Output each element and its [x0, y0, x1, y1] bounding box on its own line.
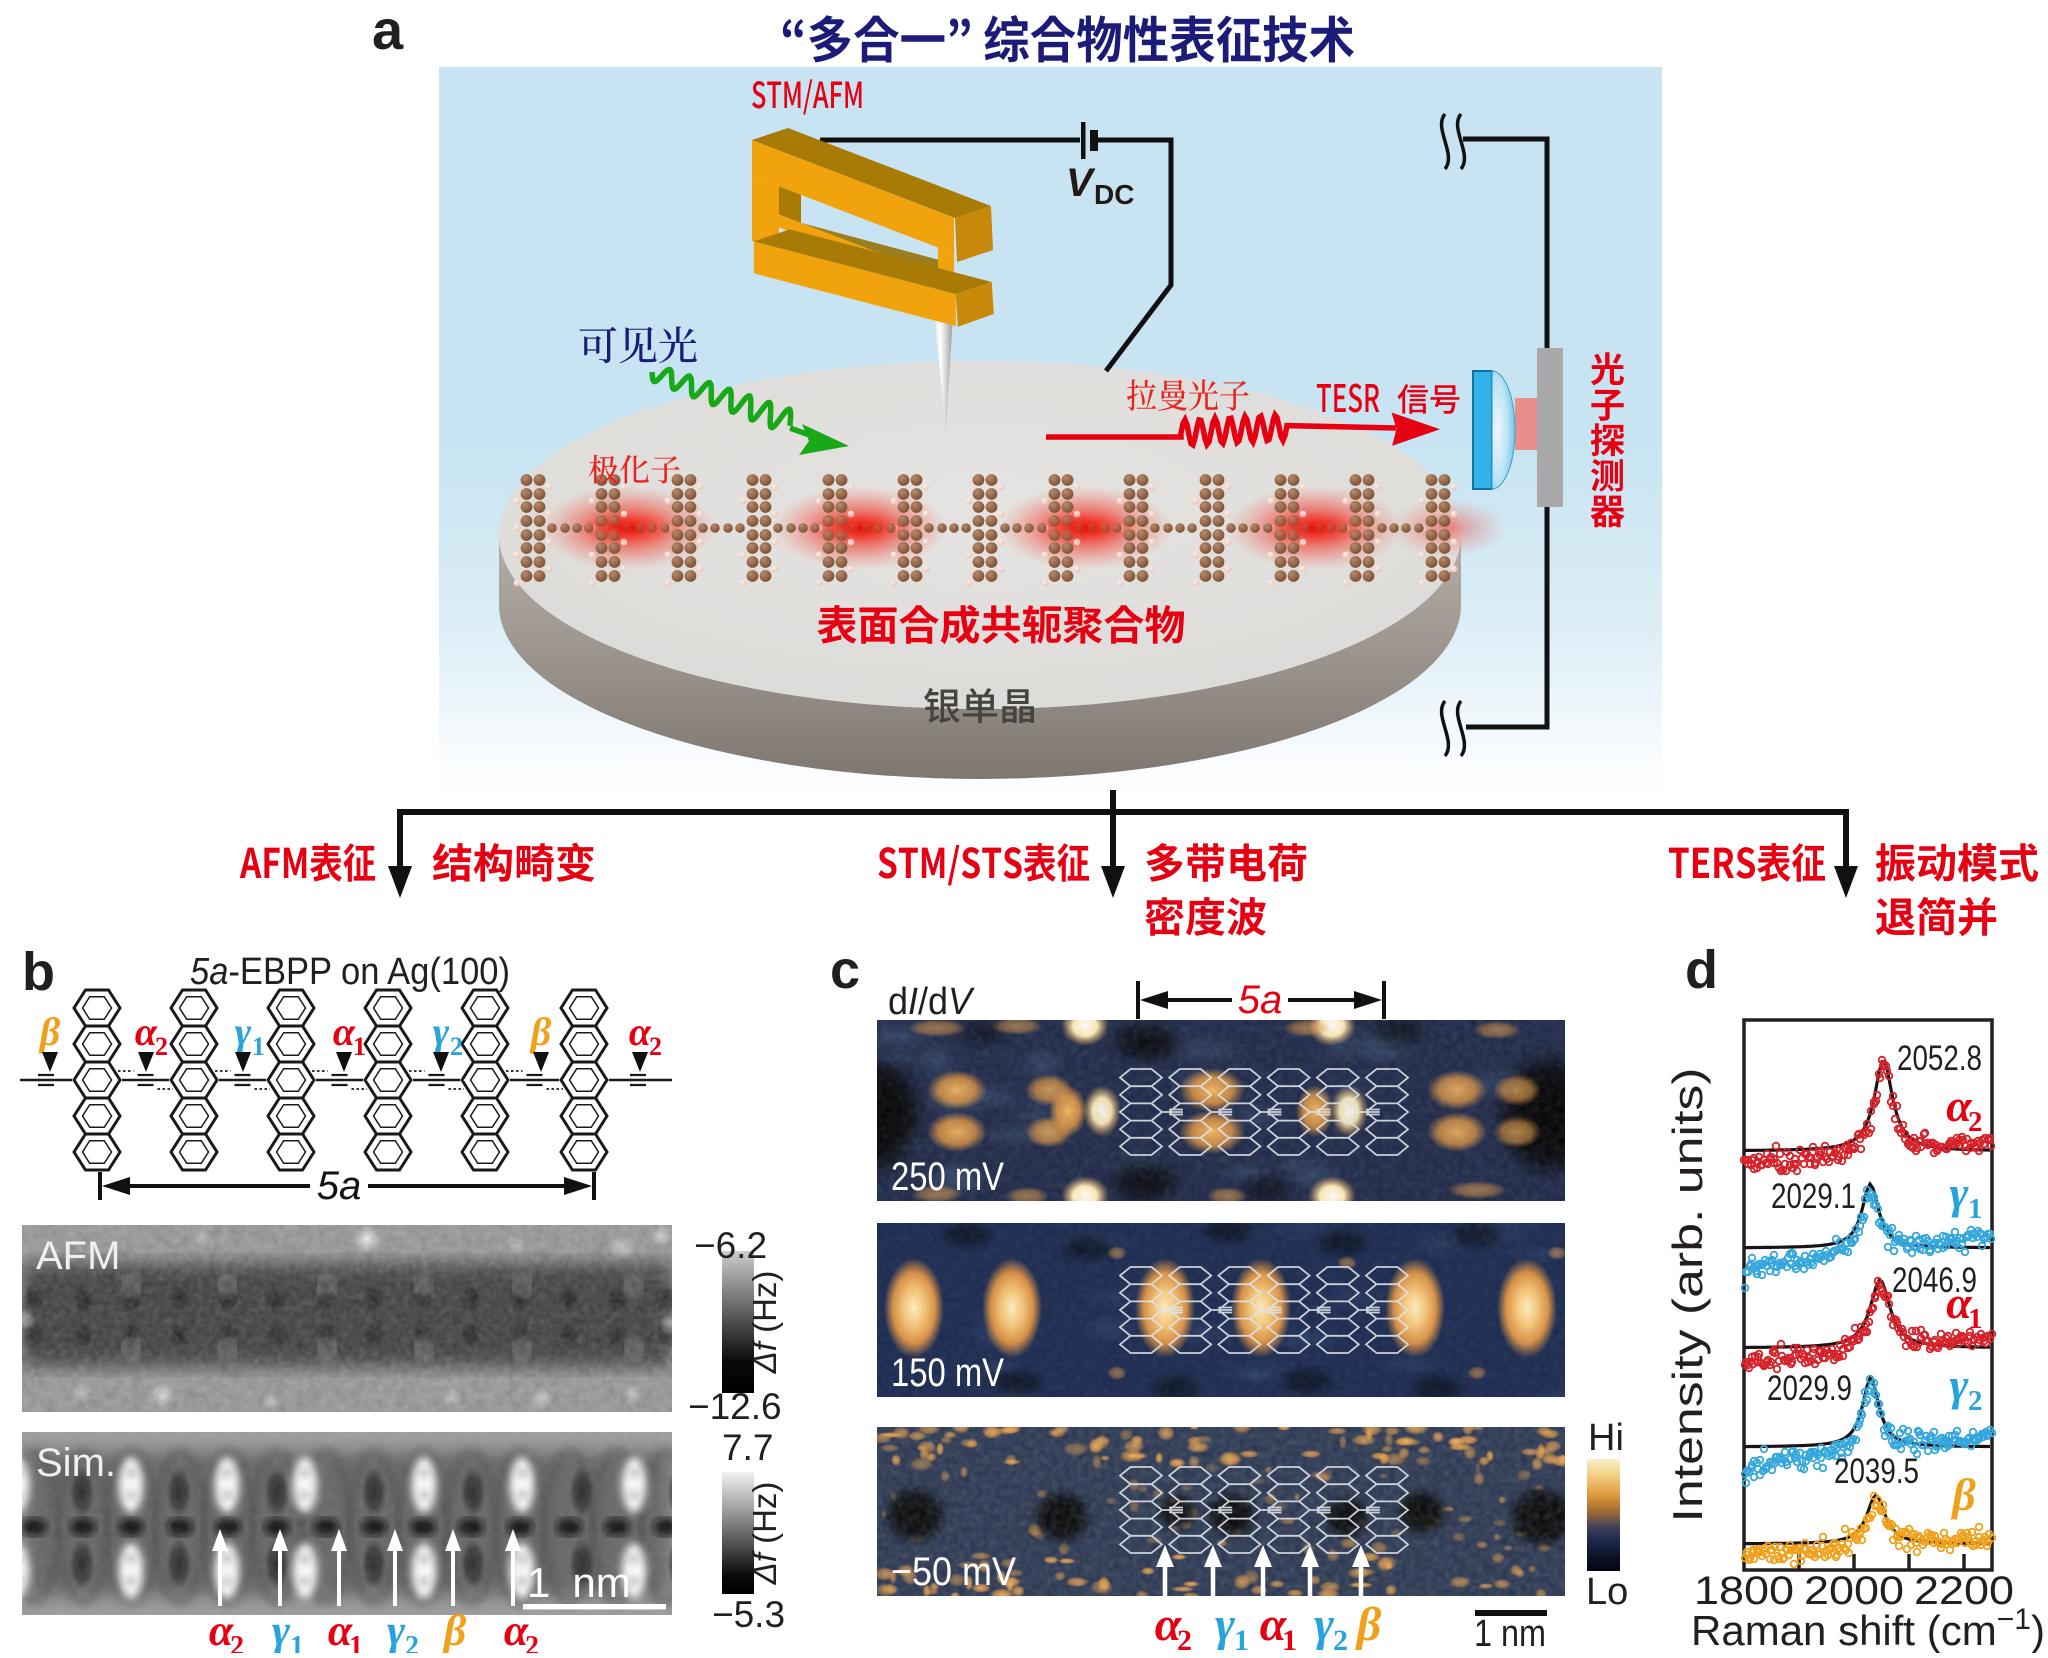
svg-text:5a: 5a: [317, 1164, 362, 1208]
svg-text:Δf (Hz): Δf (Hz): [746, 1482, 783, 1586]
svg-text:1: 1: [353, 1032, 366, 1061]
svg-text:5a-EBPP on Ag(100): 5a-EBPP on Ag(100): [190, 951, 510, 993]
svg-text:AFM: AFM: [36, 1234, 120, 1278]
svg-text:γ: γ: [1949, 1359, 1969, 1410]
svg-text:β: β: [1950, 1469, 1976, 1520]
svg-text:2200: 2200: [1914, 1569, 2014, 1613]
svg-text:1: 1: [1234, 1624, 1249, 1653]
svg-text:α: α: [1946, 1080, 1973, 1131]
svg-text:2: 2: [525, 1631, 539, 1653]
svg-text:1nm: 1 nm: [527, 1559, 631, 1606]
svg-text:2: 2: [1177, 1624, 1192, 1653]
svg-text:V: V: [1066, 161, 1096, 205]
svg-text:dI/dV: dI/dV: [888, 981, 975, 1023]
svg-text:α: α: [1260, 1598, 1288, 1651]
svg-text:γ: γ: [1215, 1598, 1235, 1651]
svg-text:2039.5: 2039.5: [1834, 1452, 1919, 1491]
svg-text:2: 2: [155, 1032, 168, 1061]
svg-text:Lo: Lo: [1586, 1571, 1628, 1613]
svg-text:2000: 2000: [1804, 1569, 1904, 1613]
svg-text:α: α: [1155, 1598, 1183, 1651]
svg-text:2046.9: 2046.9: [1892, 1261, 1977, 1300]
svg-text:250 mV: 250 mV: [891, 1155, 1004, 1199]
svg-text:α: α: [504, 1606, 529, 1653]
svg-text:γ: γ: [1314, 1598, 1334, 1651]
svg-text:Hi: Hi: [1588, 1417, 1624, 1459]
svg-text:2029.1: 2029.1: [1771, 1177, 1856, 1216]
svg-text:β: β: [1355, 1598, 1382, 1651]
svg-text:γ: γ: [1949, 1167, 1969, 1218]
svg-text:2: 2: [1333, 1624, 1348, 1653]
svg-text:DC: DC: [1094, 179, 1134, 210]
svg-text:α: α: [209, 1606, 234, 1653]
svg-text:1 nm: 1 nm: [1474, 1613, 1546, 1653]
svg-text:2: 2: [649, 1032, 662, 1061]
svg-text:1: 1: [1968, 1193, 1983, 1225]
svg-text:γ: γ: [272, 1606, 291, 1653]
svg-text:a: a: [372, 0, 404, 61]
svg-text:α: α: [333, 1009, 356, 1054]
svg-text:1: 1: [349, 1631, 363, 1653]
svg-text:−5.3: −5.3: [712, 1594, 785, 1635]
svg-text:−6.2: −6.2: [694, 1225, 767, 1266]
svg-text:2: 2: [1968, 1106, 1983, 1138]
svg-text:1: 1: [252, 1032, 265, 1061]
svg-text:Δf (Hz): Δf (Hz): [746, 1271, 783, 1375]
svg-text:2: 2: [405, 1631, 419, 1653]
svg-text:7.7: 7.7: [722, 1427, 773, 1468]
svg-text:−12.6: −12.6: [688, 1386, 782, 1427]
svg-text:5a: 5a: [1238, 978, 1283, 1022]
svg-text:β: β: [529, 1009, 552, 1054]
svg-text:1: 1: [1282, 1624, 1297, 1653]
svg-text:150 mV: 150 mV: [891, 1351, 1004, 1395]
svg-text:2052.8: 2052.8: [1897, 1039, 1982, 1078]
svg-text:α: α: [629, 1009, 652, 1054]
svg-text:Intensity (arb. units): Intensity (arb. units): [1664, 1068, 1711, 1523]
svg-text:1: 1: [290, 1631, 304, 1653]
svg-text:α: α: [1946, 1277, 1973, 1328]
svg-text:Sim.: Sim.: [36, 1441, 116, 1485]
svg-text:2: 2: [1968, 1385, 1983, 1417]
svg-text:−50 mV: −50 mV: [891, 1550, 1016, 1594]
svg-text:d: d: [1685, 940, 1718, 1000]
svg-text:β: β: [442, 1606, 467, 1653]
svg-text:γ: γ: [387, 1606, 406, 1653]
svg-text:2: 2: [230, 1631, 244, 1653]
svg-text:α: α: [135, 1009, 158, 1054]
svg-text:1: 1: [1968, 1303, 1983, 1335]
svg-text:b: b: [22, 942, 55, 1002]
svg-text:β: β: [38, 1009, 61, 1054]
svg-text:2: 2: [450, 1032, 463, 1061]
svg-text:α: α: [328, 1606, 353, 1653]
svg-text:c: c: [830, 940, 860, 1000]
svg-text:Raman shift (cm−1): Raman shift (cm−1): [1691, 1603, 2045, 1654]
svg-text:1800: 1800: [1694, 1569, 1794, 1613]
svg-text:2029.9: 2029.9: [1767, 1369, 1852, 1408]
svg-text:γ: γ: [235, 1009, 252, 1054]
svg-text:γ: γ: [433, 1009, 450, 1054]
